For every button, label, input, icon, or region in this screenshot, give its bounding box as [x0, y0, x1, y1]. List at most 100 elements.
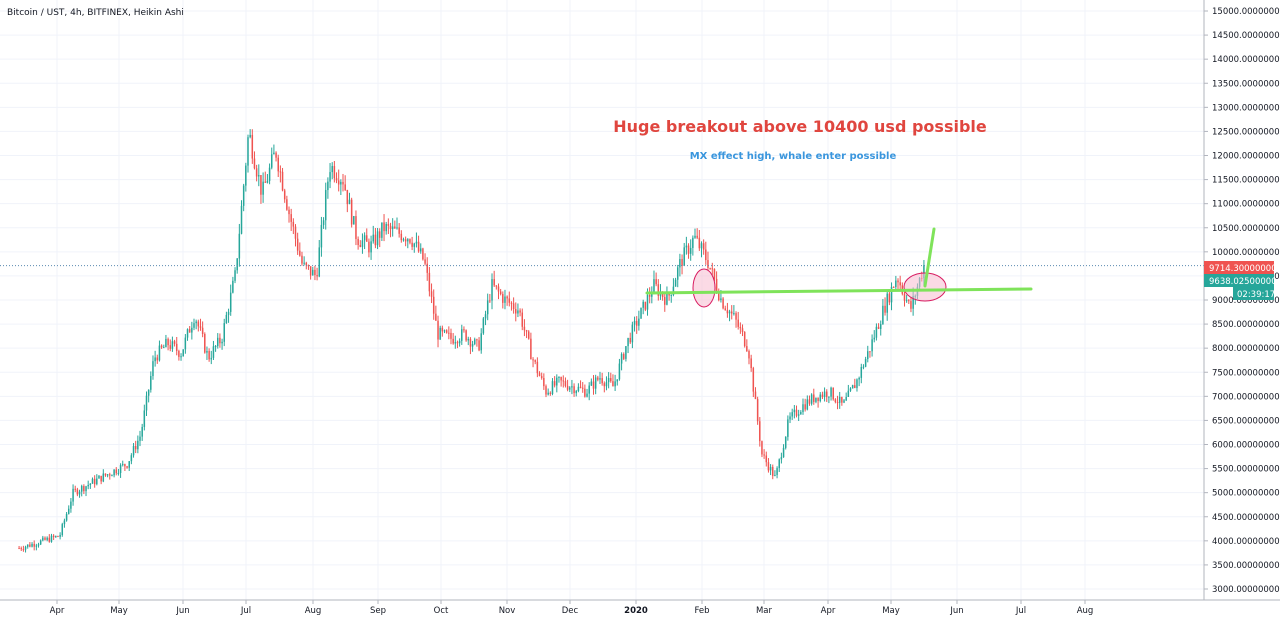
candle-body	[495, 285, 498, 287]
candle-body	[165, 338, 167, 348]
candle-body	[370, 241, 372, 253]
candle-body	[923, 265, 925, 279]
candle-body	[130, 455, 133, 462]
candle-body	[640, 307, 642, 319]
drawing-overlays[interactable]	[645, 227, 1033, 308]
candle-body	[856, 379, 858, 389]
candle-body	[253, 158, 256, 169]
candle-body	[461, 329, 463, 341]
candle-body	[590, 381, 593, 386]
candle-body	[171, 341, 174, 349]
candle-body	[655, 279, 657, 285]
x-tick-label: Jul	[1015, 606, 1026, 616]
candle-body	[746, 346, 748, 352]
candle-body	[782, 447, 785, 458]
candle-body	[266, 180, 269, 183]
x-tick-label: May	[110, 606, 128, 616]
candle-body	[197, 321, 200, 327]
countdown-label: 02:39:17	[1233, 287, 1275, 300]
breakout-projection-line[interactable]	[923, 227, 936, 288]
candle-body	[480, 333, 482, 351]
candle-body	[784, 436, 787, 448]
candle-body	[109, 474, 111, 476]
candle-body	[672, 286, 675, 295]
candle-body	[676, 267, 679, 280]
candle-body	[249, 134, 251, 138]
candle-body	[668, 293, 670, 296]
candle-body	[141, 426, 143, 437]
candle-body	[93, 478, 96, 485]
candle-body	[113, 469, 115, 476]
annotation-sub[interactable]: MX effect high, whale enter possible	[690, 151, 897, 162]
candle-body	[877, 326, 880, 329]
candle-body	[730, 311, 733, 314]
candle-body	[588, 385, 590, 394]
candle-body	[234, 270, 236, 281]
candle-body	[223, 323, 225, 342]
candle-body	[255, 168, 258, 177]
candle-body	[312, 269, 314, 276]
y-tick-label: 10000.00000000	[1212, 248, 1280, 258]
candle-body	[469, 338, 472, 347]
candle-body	[117, 472, 120, 474]
candle-body	[510, 302, 513, 304]
candle-body	[186, 329, 189, 338]
candle-body	[324, 190, 327, 221]
candle-body	[763, 454, 765, 456]
candle-body	[89, 483, 92, 485]
candle-body	[813, 394, 815, 402]
candle-body	[776, 468, 778, 475]
candle-body	[212, 346, 215, 358]
support-trendline[interactable]	[645, 287, 1033, 295]
candle-body	[664, 297, 666, 305]
candle-body	[543, 378, 545, 387]
candle-body	[463, 329, 465, 331]
candle-body	[229, 292, 232, 312]
candle-body	[428, 272, 431, 292]
candle-body	[273, 152, 275, 155]
candle-body	[307, 265, 310, 267]
candle-body	[24, 546, 27, 550]
candle-body	[74, 488, 76, 490]
candle-body	[245, 165, 247, 186]
candle-body	[104, 473, 107, 476]
x-tick-label: Jul	[240, 606, 251, 616]
candle-body	[651, 293, 653, 297]
candle-body	[154, 357, 156, 362]
candle-body	[335, 178, 338, 181]
time-axis[interactable]: Apr May Jun Jul Aug Sep Oct Nov Dec 2020 Feb Mar Apr…	[50, 600, 1094, 616]
candle-body	[236, 258, 238, 271]
candle-body	[264, 181, 267, 183]
candle-body	[59, 534, 61, 537]
candle-body	[35, 545, 38, 547]
candle-body	[838, 396, 841, 403]
candle-body	[694, 235, 696, 238]
candle-body	[415, 241, 418, 244]
candle-body	[810, 394, 813, 404]
candle-body	[184, 337, 187, 350]
y-tick-label: 6000.00000000	[1212, 441, 1280, 451]
candle-body	[540, 376, 543, 379]
candle-body	[748, 351, 750, 359]
candle-body	[409, 239, 411, 243]
candle-body	[180, 356, 182, 358]
y-tick-label: 5000.00000000	[1212, 489, 1280, 499]
y-tick-label: 15000.00000000	[1212, 7, 1280, 17]
candle-body	[150, 376, 152, 390]
candle-body	[57, 536, 59, 538]
y-tick-label: 13000.00000000	[1212, 103, 1280, 113]
y-tick-label: 12000.00000000	[1212, 152, 1280, 162]
candle-body	[515, 309, 517, 314]
candle-body	[584, 388, 586, 397]
highlight-ellipse-feb[interactable]	[692, 268, 716, 308]
annotation-main[interactable]: Huge breakout above 10400 usd possible	[613, 117, 987, 136]
candle-body	[83, 486, 85, 492]
price-axis[interactable]: 15000.00000000 14500.00000000 14000.000000…	[1204, 7, 1280, 595]
candle-body	[204, 333, 206, 353]
candle-body	[275, 152, 277, 158]
candle-body	[597, 377, 599, 380]
candle-body	[707, 260, 709, 268]
candle-body	[903, 293, 906, 301]
candle-body	[374, 234, 377, 246]
